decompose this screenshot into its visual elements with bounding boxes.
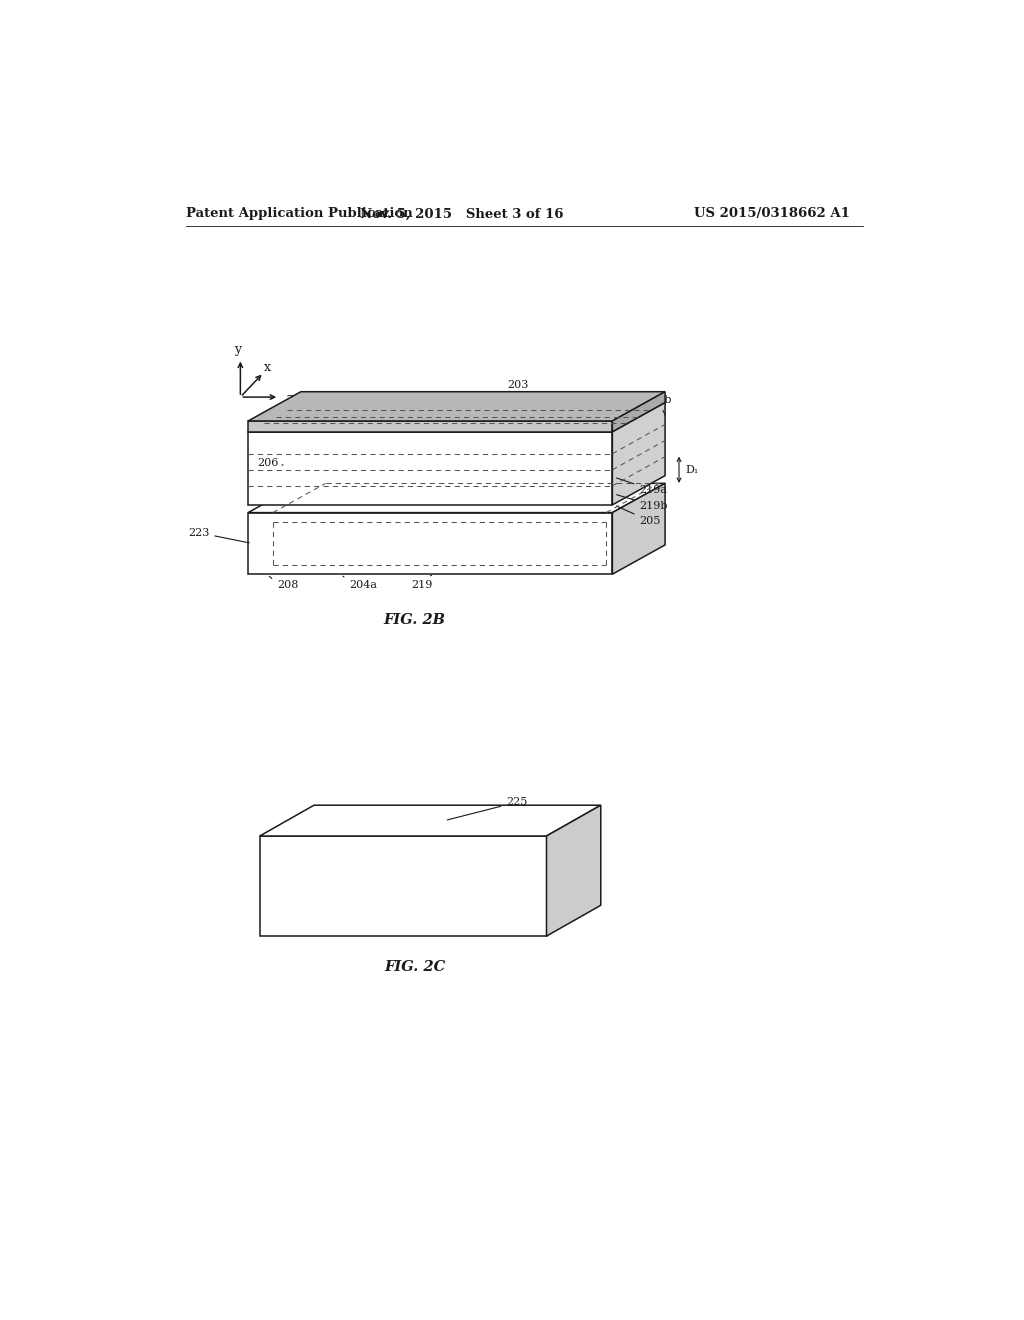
Text: Patent Application Publication: Patent Application Publication [186, 207, 413, 220]
Text: D₁: D₁ [685, 465, 698, 475]
Polygon shape [248, 432, 612, 506]
Text: FIG. 2B: FIG. 2B [384, 614, 445, 627]
Text: 205: 205 [616, 506, 660, 527]
Text: 204b: 204b [643, 395, 672, 414]
Text: 225: 225 [447, 797, 527, 820]
Polygon shape [248, 512, 612, 574]
Polygon shape [612, 392, 665, 432]
Text: z: z [287, 392, 293, 405]
Text: 206: 206 [258, 458, 283, 469]
Polygon shape [612, 483, 665, 574]
Text: x: x [264, 362, 271, 375]
Polygon shape [547, 805, 601, 936]
Text: 223: 223 [188, 528, 249, 543]
Text: 219b: 219b [616, 495, 668, 511]
Polygon shape [260, 805, 601, 836]
Text: 208: 208 [269, 577, 298, 590]
Text: 219a: 219a [616, 478, 668, 495]
Text: y: y [233, 343, 241, 356]
Text: FIG. 2C: FIG. 2C [384, 960, 445, 974]
Text: Nov. 5, 2015   Sheet 3 of 16: Nov. 5, 2015 Sheet 3 of 16 [359, 207, 563, 220]
Polygon shape [612, 403, 665, 506]
Polygon shape [248, 483, 665, 512]
Polygon shape [260, 836, 547, 936]
Text: 204a: 204a [343, 577, 377, 590]
Polygon shape [248, 421, 612, 432]
Polygon shape [248, 403, 665, 432]
Text: 219: 219 [411, 576, 432, 590]
Text: US 2015/0318662 A1: US 2015/0318662 A1 [693, 207, 850, 220]
Text: 203: 203 [508, 380, 529, 412]
Polygon shape [248, 392, 665, 421]
